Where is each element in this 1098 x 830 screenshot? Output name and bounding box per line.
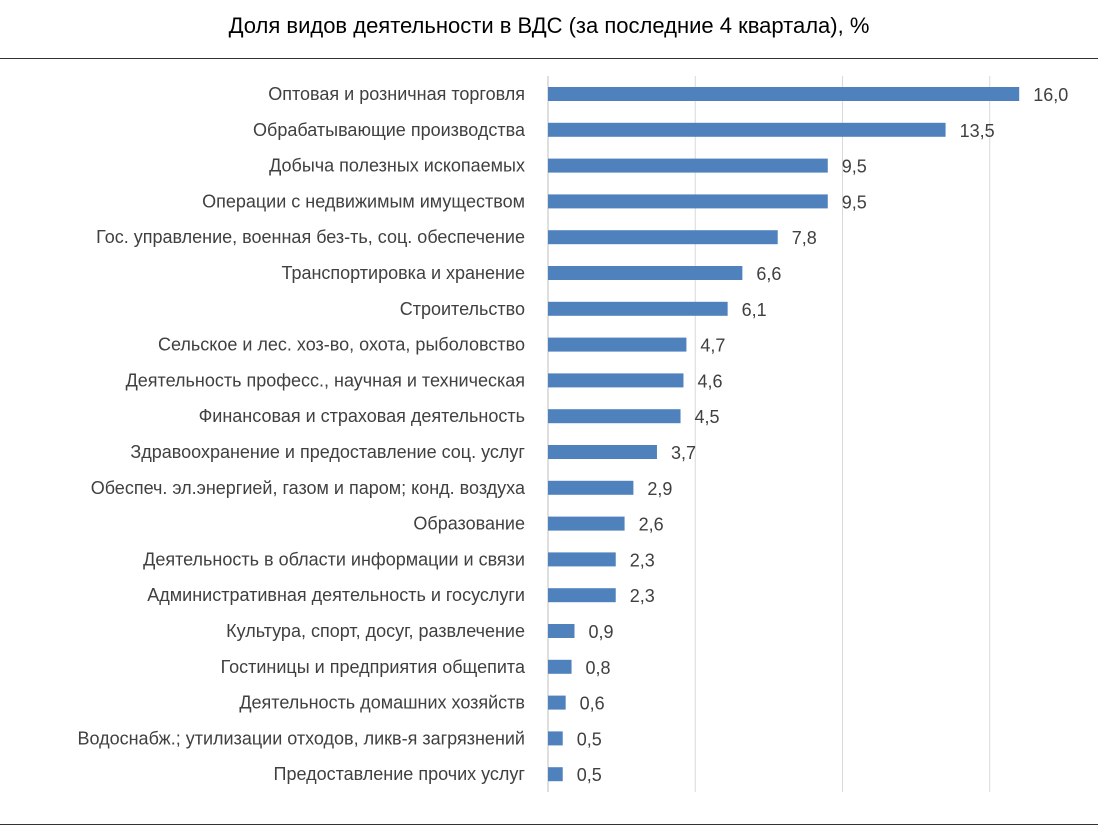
- bar: [548, 552, 616, 567]
- bar: [548, 373, 684, 388]
- data-label: 4,5: [695, 407, 720, 427]
- bar: [548, 445, 657, 459]
- category-label: Деятельность домашних хозяйств: [239, 693, 525, 713]
- bar: [548, 122, 946, 137]
- bar: [548, 194, 828, 209]
- category-label: Предоставление прочих услуг: [274, 764, 526, 784]
- category-label: Оптовая и розничная торговля: [268, 84, 525, 104]
- category-label: Деятельность в области информации и связ…: [143, 549, 525, 569]
- data-label: 2,3: [630, 550, 655, 570]
- bar: [548, 301, 728, 316]
- data-label: 4,7: [700, 336, 725, 356]
- category-label: Здравоохранение и предоставление соц. ус…: [130, 442, 525, 462]
- data-label: 16,0: [1033, 85, 1068, 105]
- bar: [548, 695, 566, 710]
- bar: [548, 337, 687, 352]
- bar: [548, 624, 575, 638]
- category-label: Добыча полезных ископаемых: [269, 156, 525, 176]
- data-label: 13,5: [960, 121, 995, 141]
- category-label: Финансовая и страховая деятельность: [199, 406, 525, 426]
- data-label: 6,6: [756, 264, 781, 284]
- category-label: Гос. управление, военная без-ть, соц. об…: [96, 227, 525, 247]
- bottom-divider: [0, 824, 1098, 825]
- bar: [548, 659, 572, 674]
- data-label: 3,7: [671, 443, 696, 463]
- bar: [548, 588, 616, 603]
- data-label: 0,5: [577, 765, 602, 785]
- category-label: Строительство: [400, 299, 525, 319]
- bar: [548, 767, 563, 782]
- bar: [548, 266, 743, 280]
- category-label: Сельское и лес. хоз-во, охота, рыболовст…: [158, 335, 525, 355]
- data-label: 9,5: [842, 192, 867, 212]
- bar: [548, 516, 625, 531]
- category-label: Водоснабж.; утилизации отходов, ликв-я з…: [77, 728, 525, 748]
- data-label: 7,8: [792, 228, 817, 248]
- top-divider: [0, 58, 1098, 59]
- data-label: 4,6: [697, 371, 722, 391]
- data-label: 0,5: [577, 729, 602, 749]
- bar: [548, 731, 563, 746]
- category-label: Образование: [413, 514, 525, 534]
- data-label: 0,9: [589, 622, 614, 642]
- category-label: Административная деятельность и госуслуг…: [147, 585, 525, 605]
- data-label: 6,1: [742, 300, 767, 320]
- data-label: 0,6: [580, 694, 605, 714]
- category-label: Обрабатывающие производства: [253, 120, 526, 140]
- bar: [548, 409, 681, 424]
- bar: [548, 480, 634, 495]
- data-label: 9,5: [842, 157, 867, 177]
- bar: [548, 87, 1020, 101]
- bar: [548, 158, 828, 173]
- category-label: Деятельность професс., научная и техниче…: [126, 370, 525, 390]
- category-label: Обеспеч. эл.энергией, газом и паром; кон…: [91, 478, 526, 498]
- chart-title: Доля видов деятельности в ВДС (за послед…: [228, 13, 870, 38]
- category-label: Культура, спорт, досуг, развлечение: [226, 621, 525, 641]
- data-label: 2,6: [639, 515, 664, 535]
- category-label: Гостиницы и предприятия общепита: [221, 657, 526, 677]
- category-label: Операции с недвижимым имуществом: [202, 191, 525, 211]
- data-label: 0,8: [586, 658, 611, 678]
- data-label: 2,9: [647, 479, 672, 499]
- category-label: Транспортировка и хранение: [281, 263, 525, 283]
- bar: [548, 230, 778, 245]
- data-label: 2,3: [630, 586, 655, 606]
